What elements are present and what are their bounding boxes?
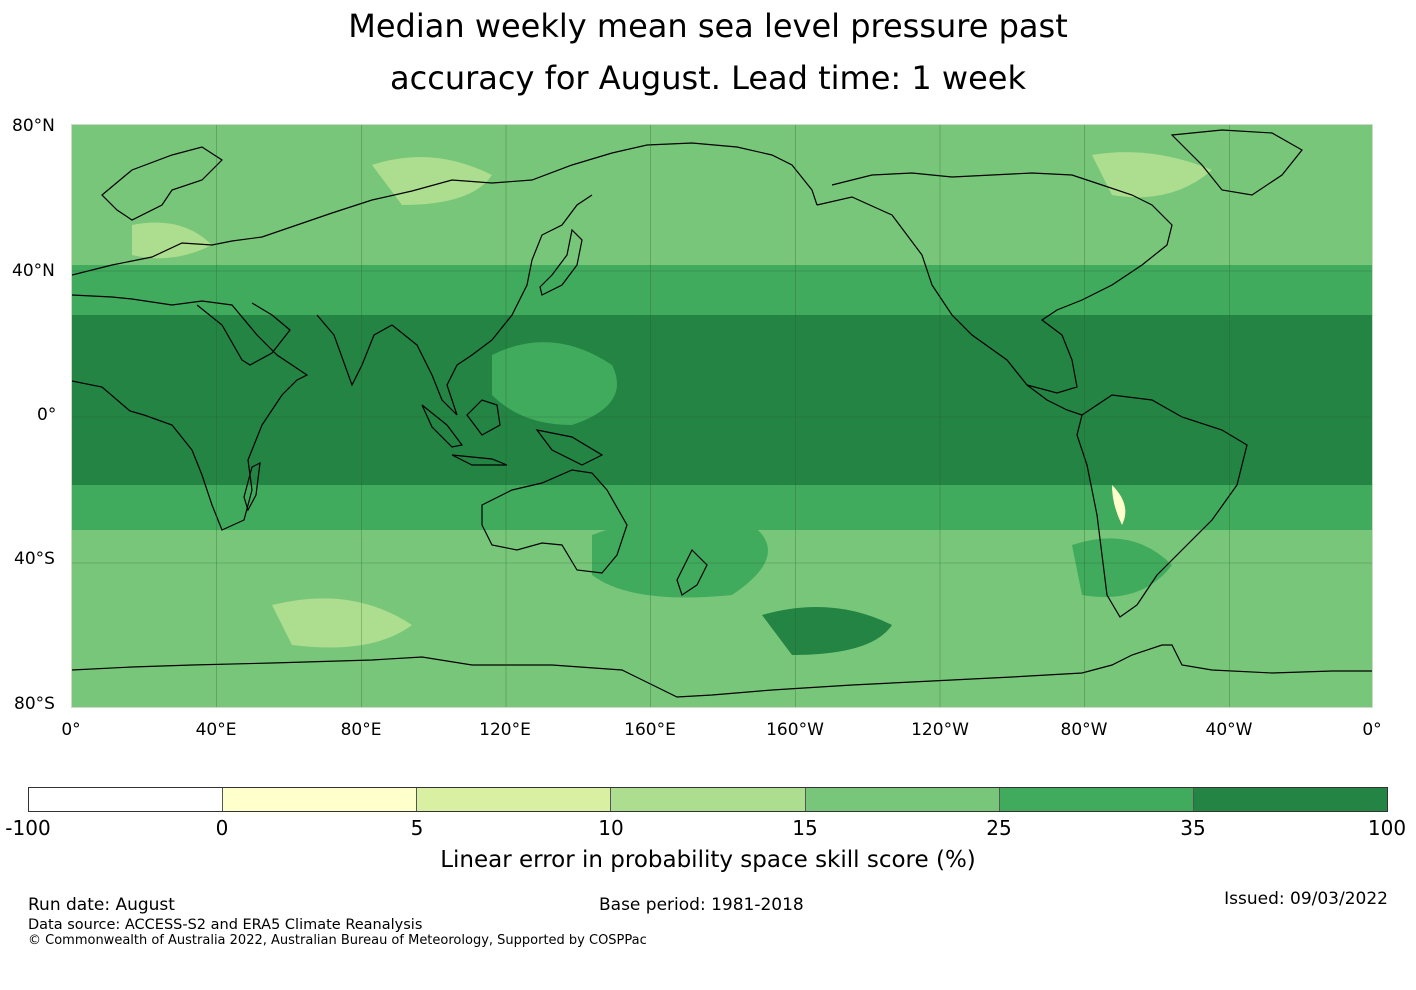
coastline-arabia: [196, 302, 291, 366]
colorbar-segment: [223, 788, 418, 811]
data-source: Data source: ACCESS-S2 and ERA5 Climate …: [28, 917, 423, 933]
skill-band-tropics: [72, 315, 1372, 485]
colorbar-tick: -100: [5, 816, 51, 840]
colorbar-tick: 10: [598, 816, 624, 840]
colorbar-segment: [611, 788, 806, 811]
colorbar-segment: [29, 788, 224, 811]
skill-score-map: [71, 124, 1373, 708]
lon-label-160w: 160°W: [766, 720, 824, 740]
lon-label-160e: 160°E: [624, 720, 676, 740]
lon-label-120w: 120°W: [911, 720, 969, 740]
lon-label-40w: 40°W: [1205, 720, 1253, 740]
skill-patch-south-atlantic: [1072, 538, 1172, 597]
map-canvas: [72, 125, 1372, 707]
lat-label-80s: 80°S: [14, 694, 55, 714]
coastline-north-america: [816, 172, 1173, 394]
lat-label-80n: 80°N: [12, 116, 55, 136]
skill-patch-europe: [132, 222, 212, 259]
copyright: © Commonwealth of Australia 2022, Austra…: [28, 933, 647, 948]
colorbar-tick: 15: [792, 816, 818, 840]
coastline-india: [316, 314, 393, 387]
coastline-java: [451, 454, 508, 466]
lat-label-40s: 40°S: [14, 549, 55, 569]
chart-title: Median weekly mean sea level pressure pa…: [0, 0, 1416, 104]
colorbar-label: Linear error in probability space skill …: [440, 847, 976, 873]
skill-patch-canada: [1092, 152, 1212, 198]
lon-label-120e: 120°E: [479, 720, 531, 740]
colorbar-segment: [805, 788, 1000, 811]
run-date: Run date: August: [28, 895, 175, 915]
colorbar-tick: 25: [986, 816, 1012, 840]
skill-patch-west-pacific: [492, 342, 617, 425]
lon-label-0: 0°: [61, 720, 81, 740]
colorbar-segment: [999, 788, 1194, 811]
skill-patch-southern-indian: [272, 598, 412, 648]
colorbar: [28, 787, 1388, 812]
colorbar-tick: 5: [410, 816, 424, 840]
coastline-antarctica: [72, 644, 1372, 698]
lon-label-80w: 80°W: [1060, 720, 1108, 740]
coastline-japan: [539, 228, 583, 296]
coastline-australia: [481, 469, 628, 574]
coastline-south-america: [1076, 394, 1248, 618]
colorbar-tick: 35: [1180, 816, 1206, 840]
colorbar-segment: [417, 788, 612, 811]
coastline-scandinavia: [101, 146, 223, 221]
colorbar-tick: 100: [1367, 816, 1407, 840]
skill-patch-southern-pacific: [762, 607, 892, 655]
lon-label-80e: 80°E: [340, 720, 382, 740]
coastline-africa: [72, 294, 309, 531]
skill-patch-andes: [1112, 485, 1126, 525]
coastline-new-zealand: [676, 548, 708, 596]
issued-date: Issued: 09/03/2022: [1224, 889, 1388, 909]
coastline-sumatra: [421, 404, 464, 448]
lat-label-40n: 40°N: [12, 261, 55, 281]
colorbar-segment: [1193, 788, 1387, 811]
coastline-eurasia-north: [72, 142, 818, 276]
lon-label-0-right: 0°: [1362, 720, 1382, 740]
skill-patch-tasman: [592, 517, 768, 598]
coastline-new-guinea: [535, 429, 604, 466]
coastline-madagascar: [243, 461, 261, 512]
coastline-central-america: [1026, 384, 1083, 416]
title-line-2: accuracy for August. Lead time: 1 week: [390, 59, 1026, 97]
lat-label-equator: 0°: [37, 405, 57, 425]
skill-patch-antarctic: [72, 685, 1372, 707]
base-period: Base period: 1981-2018: [599, 895, 804, 915]
title-line-1: Median weekly mean sea level pressure pa…: [348, 7, 1068, 45]
coastline-se-asia: [391, 194, 593, 416]
colorbar-tick: 0: [215, 816, 229, 840]
coastline-greenland: [1170, 129, 1303, 196]
coastline-borneo: [466, 399, 501, 436]
lon-label-40e: 40°E: [195, 720, 237, 740]
